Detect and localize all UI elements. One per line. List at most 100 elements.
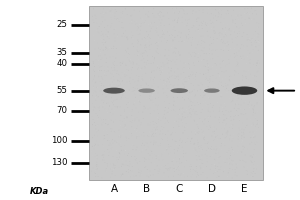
Point	[253, 134, 258, 137]
Point	[125, 38, 130, 41]
Point	[97, 107, 101, 110]
Point	[113, 36, 118, 40]
Point	[193, 75, 198, 78]
Point	[215, 101, 220, 104]
Point	[112, 90, 117, 93]
Point	[246, 78, 251, 81]
Point	[181, 117, 185, 121]
Point	[238, 156, 243, 159]
Point	[221, 22, 226, 25]
Point	[176, 169, 181, 172]
Point	[218, 137, 223, 140]
Point	[229, 24, 234, 27]
Point	[188, 98, 192, 102]
Point	[172, 60, 177, 64]
Point	[102, 74, 107, 77]
Point	[114, 88, 118, 91]
Point	[143, 49, 148, 52]
Point	[232, 91, 237, 94]
Point	[143, 37, 148, 40]
Point	[160, 116, 165, 120]
Point	[219, 142, 224, 145]
Point	[89, 19, 94, 22]
Point	[185, 175, 190, 178]
Point	[170, 131, 175, 134]
Point	[254, 97, 259, 100]
Point	[179, 109, 184, 112]
Point	[204, 104, 209, 107]
Point	[254, 64, 259, 67]
Point	[91, 89, 96, 92]
Point	[143, 72, 148, 75]
Point	[124, 103, 129, 106]
Point	[248, 162, 253, 165]
Point	[152, 168, 157, 171]
Point	[214, 112, 219, 115]
Point	[159, 165, 164, 168]
Point	[234, 64, 239, 67]
Point	[196, 59, 200, 63]
Point	[184, 140, 189, 143]
Point	[223, 30, 227, 33]
Point	[198, 118, 203, 122]
Point	[159, 65, 164, 68]
Point	[236, 64, 240, 68]
Point	[182, 71, 186, 74]
Point	[193, 134, 198, 137]
Point	[256, 26, 261, 29]
Point	[180, 120, 185, 123]
Point	[200, 85, 205, 89]
Point	[158, 69, 162, 72]
Point	[235, 44, 240, 47]
Point	[105, 164, 110, 168]
Point	[193, 93, 198, 97]
Point	[118, 173, 123, 176]
Point	[146, 59, 150, 62]
Point	[113, 155, 118, 158]
Point	[109, 84, 114, 87]
Point	[197, 164, 202, 168]
Point	[95, 164, 100, 167]
Point	[151, 141, 156, 145]
Point	[217, 155, 222, 159]
Point	[245, 55, 250, 58]
Point	[98, 66, 102, 69]
Point	[183, 113, 188, 117]
Point	[223, 144, 227, 147]
Point	[178, 36, 183, 39]
Point	[248, 10, 253, 13]
Point	[120, 158, 125, 162]
Point	[110, 90, 115, 94]
Point	[136, 88, 141, 92]
Point	[254, 141, 259, 144]
Point	[256, 59, 260, 62]
Point	[227, 61, 232, 65]
Point	[167, 51, 171, 54]
Point	[115, 64, 119, 67]
Point	[134, 62, 139, 66]
Point	[126, 97, 131, 100]
Point	[94, 93, 99, 96]
Point	[176, 165, 181, 168]
Point	[198, 166, 203, 169]
Point	[222, 125, 227, 129]
Point	[130, 172, 135, 175]
Point	[250, 135, 254, 139]
Point	[208, 156, 213, 160]
Point	[191, 9, 196, 12]
Point	[221, 140, 226, 144]
Point	[99, 75, 103, 78]
Point	[214, 148, 219, 151]
Point	[251, 106, 256, 110]
Point	[196, 84, 200, 87]
Point	[192, 154, 197, 157]
Point	[187, 57, 191, 60]
Point	[232, 73, 237, 77]
Point	[165, 57, 170, 60]
Point	[92, 121, 97, 124]
Point	[226, 161, 231, 165]
Point	[147, 40, 152, 44]
Point	[203, 103, 208, 107]
Point	[246, 146, 251, 149]
Point	[239, 112, 244, 116]
